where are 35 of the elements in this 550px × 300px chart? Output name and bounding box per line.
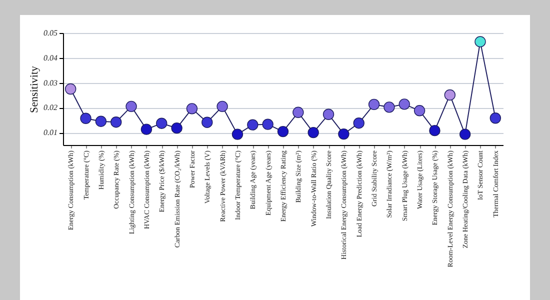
point [444,89,456,101]
point [110,116,122,128]
point [186,103,198,114]
point [232,128,244,140]
y-tick-label: 0.01 [44,128,58,138]
point [247,119,258,130]
point [171,122,182,134]
point [429,124,440,136]
y-axis-title: Sensitivity [28,65,40,114]
point [322,108,334,120]
point [398,98,410,110]
y-tick-label: 0.02 [44,103,58,112]
point [414,105,426,116]
point [490,112,502,124]
point [292,106,304,118]
point [474,36,486,48]
point [353,118,364,129]
point [308,126,319,138]
point [338,128,350,140]
y-tick-label: 0.04 [44,53,58,62]
point [216,100,228,112]
point [156,118,168,129]
point [202,116,213,128]
point [95,116,107,127]
point [140,124,152,135]
y-tick-label: 0.03 [44,78,58,88]
point [384,102,395,113]
point [459,128,471,140]
point [262,118,274,130]
point [64,83,76,95]
point [277,126,289,138]
point [126,100,137,112]
point [368,98,380,110]
y-tick-label: 0.05 [44,28,58,38]
point [80,112,92,124]
